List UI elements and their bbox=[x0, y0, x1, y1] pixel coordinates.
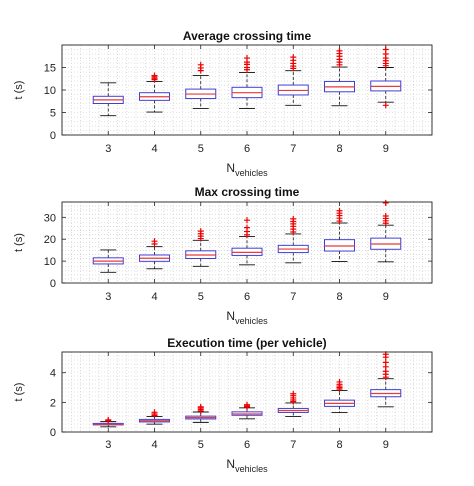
x-tick-label: 3 bbox=[105, 439, 111, 451]
box-5 bbox=[185, 228, 217, 267]
interquartile-box bbox=[324, 239, 355, 252]
x-tick-label: 7 bbox=[290, 439, 296, 451]
x-tick-label: 3 bbox=[105, 291, 111, 303]
box-3 bbox=[92, 249, 124, 273]
box-5 bbox=[185, 403, 217, 423]
box-3 bbox=[92, 416, 124, 428]
x-tick-label: 6 bbox=[244, 143, 250, 155]
outlier-marker bbox=[290, 54, 297, 61]
x-tick-label: 7 bbox=[290, 143, 296, 155]
outlier-marker bbox=[290, 215, 297, 222]
x-tick-label: 9 bbox=[383, 439, 389, 451]
y-tick-label: 20 bbox=[44, 234, 56, 246]
box-9 bbox=[370, 351, 402, 408]
box-4 bbox=[139, 72, 170, 113]
outlier-marker bbox=[382, 199, 389, 206]
y-tick-label: 10 bbox=[44, 85, 56, 97]
box-8 bbox=[324, 47, 355, 107]
box-6 bbox=[231, 217, 263, 266]
outlier-marker bbox=[382, 359, 389, 366]
box-9 bbox=[370, 46, 402, 109]
outlier-marker bbox=[244, 55, 250, 62]
outlier-marker bbox=[197, 403, 204, 410]
x-tick-label: 8 bbox=[336, 439, 342, 451]
x-axis-label: Nvehicles bbox=[226, 457, 268, 474]
box-3 bbox=[92, 82, 124, 117]
x-axis-label: Nvehicles bbox=[226, 161, 268, 178]
y-tick-label: 2 bbox=[50, 397, 56, 409]
x-tick-label: 5 bbox=[198, 291, 204, 303]
y-tick-label: 15 bbox=[44, 63, 56, 75]
outlier-marker bbox=[244, 401, 250, 408]
y-axis-label: t (s) bbox=[13, 383, 25, 402]
execution-time-panel: Execution time (per vehicle) 0 2 4 3 4 5 6 7 8 9 Nv… bbox=[13, 336, 433, 474]
chart-title: Execution time (per vehicle) bbox=[167, 336, 326, 350]
x-axis-label-subscript: vehicles bbox=[235, 464, 268, 474]
box-4 bbox=[139, 238, 170, 270]
box-5 bbox=[185, 61, 217, 109]
outlier-marker bbox=[244, 217, 250, 224]
x-tick-label: 8 bbox=[336, 143, 342, 155]
x-tick-label: 3 bbox=[105, 143, 111, 155]
chart-title: Average crossing time bbox=[183, 29, 312, 43]
x-tick-label: 7 bbox=[290, 291, 296, 303]
max-crossing-time-panel: Max crossing time 0 10 20 30 3 4 5 6 7 8 9 Nvehicles… bbox=[13, 185, 433, 326]
box-7 bbox=[277, 54, 309, 106]
axes-frame bbox=[61, 201, 433, 284]
outlier-marker bbox=[105, 416, 112, 423]
y-axis-label: t (s) bbox=[13, 233, 25, 252]
x-axis-label: Nvehicles bbox=[226, 309, 268, 326]
y-tick-label: 30 bbox=[44, 212, 56, 224]
x-tick-label: 6 bbox=[244, 439, 250, 451]
y-tick-label: 5 bbox=[50, 108, 56, 120]
x-tick-label: 9 bbox=[383, 291, 389, 303]
x-tick-label: 4 bbox=[151, 439, 157, 451]
x-axis-label-main: N bbox=[226, 457, 235, 471]
x-tick-label: 5 bbox=[198, 143, 204, 155]
outlier-marker bbox=[290, 390, 297, 397]
average-crossing-time-panel: Average crossing time 0 5 10 15 3 4 5 6 7 8 9 Nvehic… bbox=[13, 29, 433, 178]
outlier-marker bbox=[151, 238, 158, 245]
x-tick-label: 5 bbox=[198, 439, 204, 451]
y-tick-label: 10 bbox=[44, 256, 56, 268]
x-tick-label: 4 bbox=[151, 291, 157, 303]
y-tick-label: 0 bbox=[50, 278, 56, 290]
axes-frame bbox=[61, 44, 433, 136]
outlier-marker bbox=[244, 224, 250, 231]
x-tick-label: 4 bbox=[151, 143, 157, 155]
y-tick-label: 0 bbox=[50, 130, 56, 142]
outlier-marker bbox=[336, 378, 343, 385]
outlier-marker bbox=[151, 409, 158, 416]
box-6 bbox=[231, 401, 263, 420]
box-6 bbox=[231, 55, 263, 109]
outlier-marker bbox=[336, 47, 343, 54]
box-9 bbox=[370, 199, 402, 263]
x-axis-label-main: N bbox=[226, 309, 235, 323]
x-tick-label: 8 bbox=[336, 291, 342, 303]
y-tick-label: 4 bbox=[50, 368, 56, 380]
box-8 bbox=[324, 378, 355, 414]
chart-title: Max crossing time bbox=[195, 185, 300, 199]
x-tick-label: 6 bbox=[244, 291, 250, 303]
outlier-marker bbox=[151, 72, 158, 79]
box-4 bbox=[139, 409, 170, 425]
x-tick-label: 9 bbox=[383, 143, 389, 155]
outlier-marker bbox=[197, 61, 204, 68]
x-axis-label-subscript: vehicles bbox=[235, 316, 268, 326]
outlier-marker bbox=[382, 102, 389, 109]
y-axis-label: t (s) bbox=[13, 81, 25, 100]
axes-frame bbox=[61, 351, 433, 433]
x-axis-label-subscript: vehicles bbox=[235, 168, 268, 178]
grid bbox=[62, 352, 432, 432]
outlier-marker bbox=[382, 213, 389, 220]
outlier-marker bbox=[197, 228, 204, 235]
outlier-marker bbox=[382, 46, 389, 53]
box-8 bbox=[324, 207, 355, 262]
box-7 bbox=[277, 215, 309, 264]
outlier-marker bbox=[336, 207, 343, 214]
y-tick-label: 0 bbox=[50, 427, 56, 439]
box-7 bbox=[277, 390, 309, 418]
x-axis-label-main: N bbox=[226, 161, 235, 175]
